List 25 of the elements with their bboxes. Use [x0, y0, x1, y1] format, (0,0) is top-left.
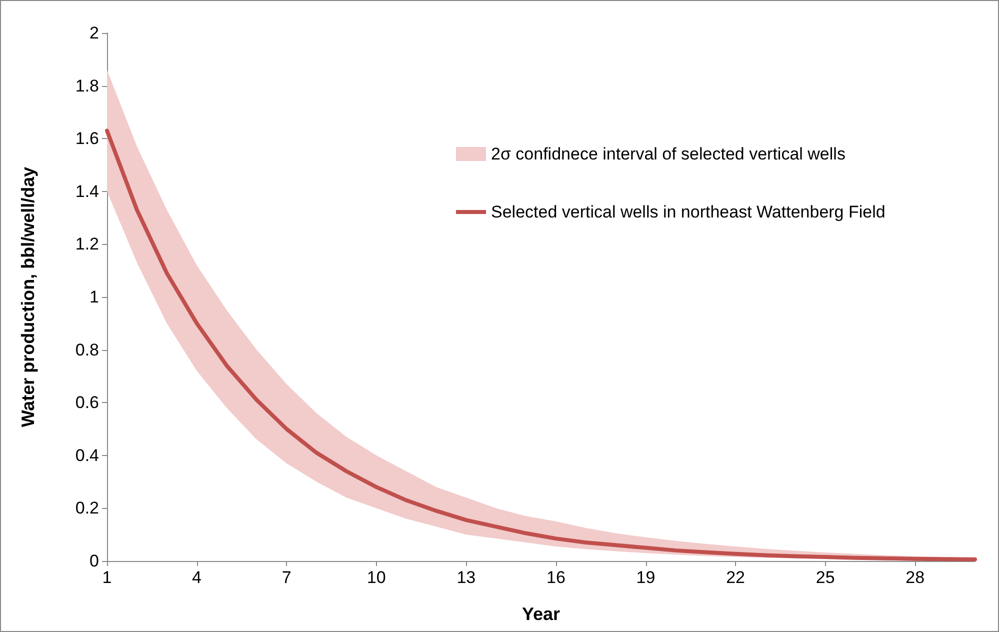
y-axis-title: Water production, bbl/well/day [18, 166, 38, 428]
y-tick-label: 1.2 [75, 234, 99, 254]
x-tick-label: 4 [192, 568, 202, 587]
x-tick-label: 25 [816, 568, 835, 587]
y-tick-label: 0.6 [75, 393, 99, 412]
y-tick-label: 1.8 [75, 76, 99, 96]
y-tick-label: 0 [90, 552, 99, 570]
y-tick-label: 0.2 [75, 498, 99, 518]
y-tick-label: 0.4 [75, 446, 99, 465]
y-tick-label: 1.6 [75, 129, 99, 148]
legend-label: Selected vertical wells in northeast Wattenberg Field [491, 202, 886, 222]
x-tick-label: 28 [906, 568, 925, 587]
y-tick-label: 1 [90, 288, 99, 306]
y-tick-label: 2 [90, 24, 99, 42]
x-tick-label: 16 [546, 568, 566, 587]
legend-label: 2σ confidnece interval of selected vertical wells [491, 144, 846, 164]
x-tick-label: 22 [726, 568, 746, 587]
y-tick-label: 1.4 [75, 182, 99, 201]
x-axis-title: Year [522, 604, 560, 624]
x-tick-label: 19 [636, 568, 656, 587]
x-tick-label: 13 [456, 568, 476, 587]
y-tick-label: 0.8 [75, 340, 99, 360]
x-tick-label: 1 [102, 568, 112, 587]
x-tick-label: 10 [366, 568, 386, 587]
x-tick-label: 7 [282, 568, 292, 587]
